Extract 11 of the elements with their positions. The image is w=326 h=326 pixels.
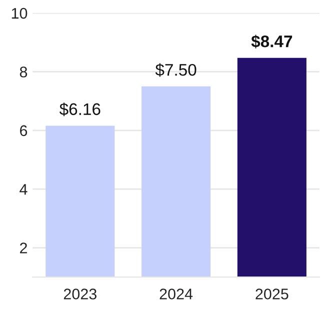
y-tick-label: 2 <box>20 242 27 254</box>
data-label: $6.16 <box>59 102 100 116</box>
y-tick-label: 8 <box>20 66 28 78</box>
x-tick-label: 2025 <box>256 288 288 300</box>
x-tick-label: 2023 <box>64 288 96 300</box>
data-label: $7.50 <box>155 63 196 77</box>
y-tick-label: 4 <box>20 184 28 195</box>
x-tick-label: 2024 <box>160 288 193 300</box>
y-tick-label: 6 <box>20 125 28 136</box>
y-tick-label: 10 <box>12 8 28 19</box>
data-label: $8.47 <box>251 34 292 48</box>
